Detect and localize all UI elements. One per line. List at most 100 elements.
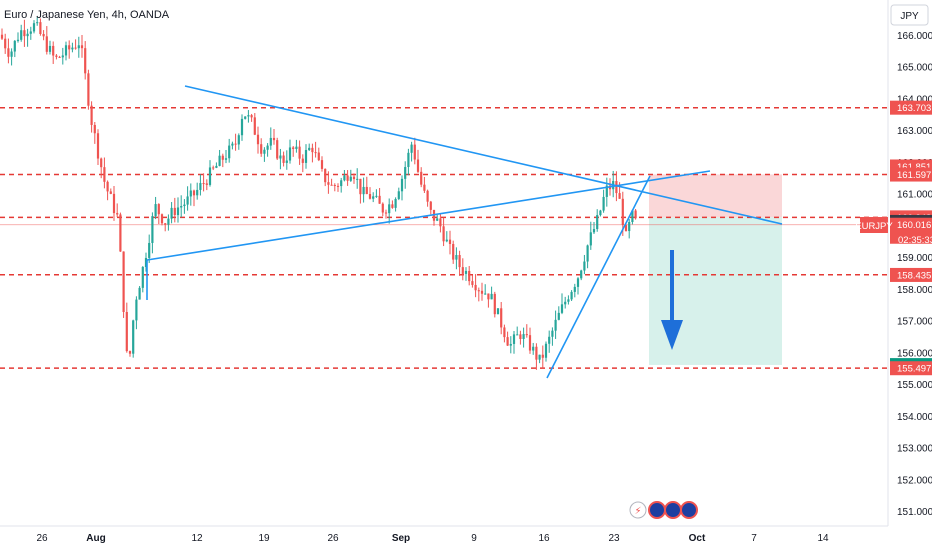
bar-countdown: 02:35:33 <box>898 235 932 246</box>
descending-trendline[interactable] <box>184 85 783 225</box>
rising-wedge-support-line[interactable] <box>546 175 651 379</box>
price-tag-label: 158.435 <box>897 270 931 281</box>
eu-flag-event-icon[interactable] <box>680 501 698 519</box>
candle-body <box>580 270 583 279</box>
ascending-trendline[interactable] <box>146 170 711 261</box>
candle-body <box>458 255 461 268</box>
candle-body <box>624 225 628 232</box>
candle-body <box>311 147 314 153</box>
candle-body <box>352 176 356 180</box>
horizontal-levels[interactable] <box>0 107 888 369</box>
candle-body <box>512 334 516 344</box>
candle-body <box>474 284 477 291</box>
candle-body <box>634 210 637 219</box>
candle-body <box>400 178 404 192</box>
candle-body <box>541 354 544 358</box>
candle-body <box>317 152 320 161</box>
candle-body <box>93 124 96 134</box>
candle-body <box>346 175 349 181</box>
candle-body <box>410 144 413 153</box>
candle-body <box>327 182 330 185</box>
candle-body <box>500 308 503 328</box>
candle-body <box>448 239 452 244</box>
candle-body <box>436 218 439 221</box>
candle-body <box>602 196 605 211</box>
time-tick-label: 14 <box>817 533 829 544</box>
candle-body <box>125 311 128 352</box>
candle-body <box>391 204 394 208</box>
candle-body <box>576 278 580 287</box>
candle-body <box>224 158 228 160</box>
candle-body <box>7 48 10 57</box>
candle-body <box>592 229 596 233</box>
price-tag <box>890 361 932 376</box>
candle-body <box>314 152 317 154</box>
candle-body <box>42 33 45 37</box>
candle-body <box>48 45 52 52</box>
candle-body <box>218 155 221 166</box>
price-tag-label: 161.851 <box>897 162 931 173</box>
candle-body <box>276 140 279 159</box>
candle-body <box>336 185 340 187</box>
candle-body <box>292 147 295 149</box>
chart-title: Euro / Japanese Yen, 4h, OANDA <box>4 9 170 21</box>
event-icons[interactable]: ⚡ <box>629 501 698 519</box>
candle-body <box>615 181 618 194</box>
candle-body <box>32 23 36 32</box>
candle-body <box>538 354 541 360</box>
candle-body <box>528 335 532 351</box>
candle-body <box>0 34 4 39</box>
trendlines[interactable] <box>146 85 783 379</box>
eu-flag-event-icon[interactable] <box>664 501 682 519</box>
candle-body <box>4 38 7 49</box>
price-tag <box>890 100 932 115</box>
candle-body <box>560 304 564 313</box>
currency-button[interactable] <box>890 4 929 26</box>
symbol-label: EURJPY <box>855 221 893 232</box>
candle-body <box>381 203 384 213</box>
price-tick-label: 154.000 <box>897 412 932 423</box>
time-tick-label: Sep <box>392 533 410 544</box>
price-tick-label: 153.000 <box>897 444 932 455</box>
candle-body <box>324 168 327 183</box>
candle-body <box>176 207 180 216</box>
candle-body <box>464 270 468 274</box>
candle-body <box>362 186 365 195</box>
candle-body <box>605 185 608 197</box>
candle-body <box>109 191 112 194</box>
candle-body <box>199 183 202 190</box>
price-tag <box>890 267 932 282</box>
candle-body <box>375 195 378 197</box>
candle-body <box>68 45 71 50</box>
candle-body <box>138 287 141 300</box>
candle-body <box>359 178 362 195</box>
price-tick-label: 166.000 <box>897 31 932 42</box>
candle-body <box>96 133 100 159</box>
price-tick-label: 163.000 <box>897 126 932 137</box>
candle-body <box>84 48 87 74</box>
candle-body <box>535 346 538 360</box>
candle-body <box>208 167 212 185</box>
candle-body <box>509 343 512 346</box>
candle-body <box>55 55 58 57</box>
time-ticks: 26 Aug 12 19 26 Sep 9 16 23 Oct 7 14 <box>36 533 829 544</box>
candle-body <box>279 155 282 159</box>
candle-body <box>36 22 39 24</box>
candle-body <box>192 190 196 196</box>
candle-body <box>394 198 397 208</box>
eu-flag-event-icon[interactable] <box>648 501 666 519</box>
candle-body <box>340 180 343 187</box>
arrow-head <box>661 320 683 350</box>
candle-body <box>477 290 480 292</box>
candle-body <box>90 105 93 125</box>
candle-body <box>304 150 308 163</box>
candle-body <box>621 198 624 226</box>
candle-body <box>26 33 29 37</box>
price-scale[interactable] <box>888 0 932 526</box>
time-tick-label: 16 <box>538 533 550 544</box>
candle-body <box>240 118 244 136</box>
lightning-event-icon[interactable] <box>629 501 647 519</box>
candle-body <box>285 160 288 163</box>
candle-body <box>557 312 560 320</box>
